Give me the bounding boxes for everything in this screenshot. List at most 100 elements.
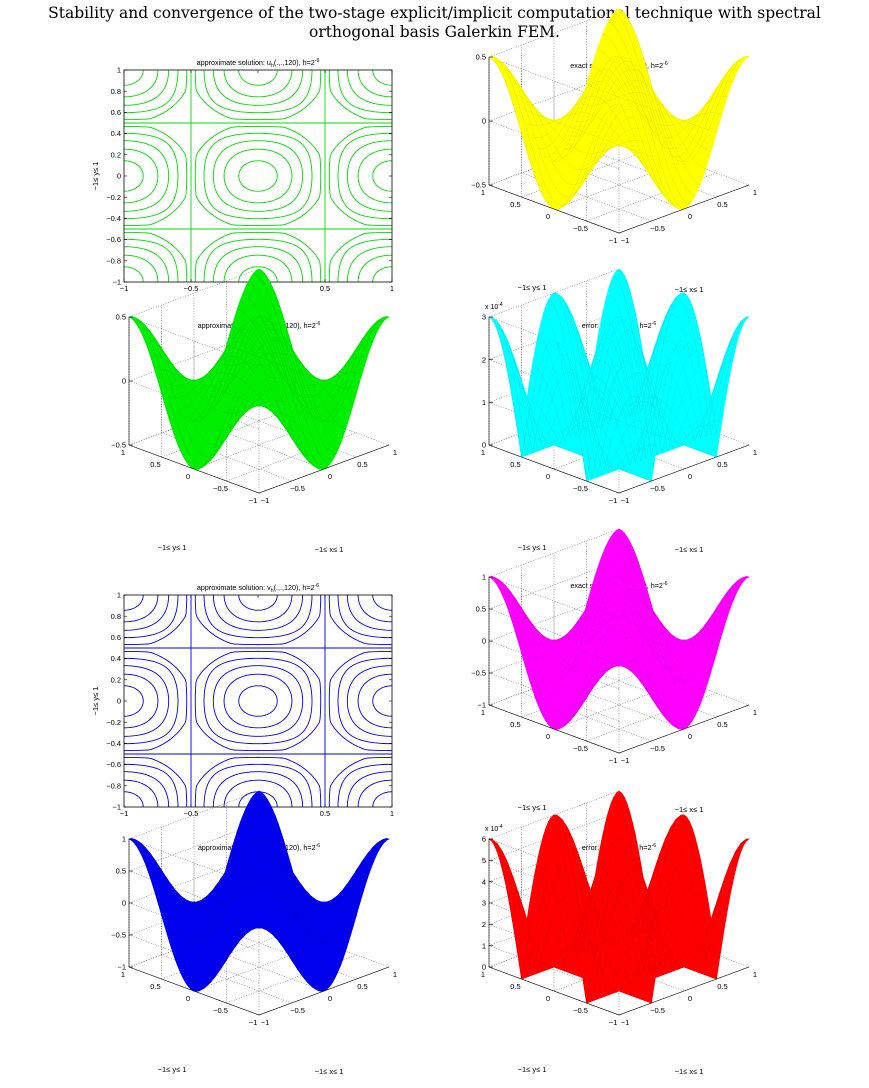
z-tick-label: 3 bbox=[482, 313, 486, 322]
z-tick-label: 3 bbox=[482, 899, 486, 908]
contour-line bbox=[372, 160, 392, 192]
contour-line bbox=[194, 650, 322, 752]
y-axis-label: −1≤ y≤ 1 bbox=[518, 543, 547, 552]
contour-line bbox=[238, 160, 278, 192]
contour-line bbox=[238, 266, 278, 282]
contour-line bbox=[223, 70, 293, 98]
z-tick-label: 1 bbox=[482, 398, 486, 407]
contour-line bbox=[223, 595, 293, 623]
contour-line bbox=[212, 665, 304, 737]
y-tick-label: −1 bbox=[249, 1018, 258, 1027]
y-tick-label: 0 bbox=[117, 172, 121, 181]
x-tick-label: 0.5 bbox=[717, 982, 727, 991]
z-tick-label: 0.5 bbox=[116, 313, 126, 322]
contour-line bbox=[328, 650, 392, 752]
x-tick-label: 1 bbox=[393, 448, 397, 457]
x-tick-label: 0.5 bbox=[357, 982, 367, 991]
contour-line bbox=[357, 673, 392, 729]
z-tick-label: 0.5 bbox=[476, 53, 486, 62]
z-tick-label: 0 bbox=[122, 899, 126, 908]
surface-mesh-lines bbox=[488, 268, 750, 482]
contour-line bbox=[124, 756, 188, 807]
contour-line bbox=[328, 125, 392, 227]
z-tick-label: 6 bbox=[482, 835, 486, 844]
z-tick-label: 4 bbox=[482, 877, 486, 886]
y-tick-label: 1 bbox=[117, 66, 121, 75]
contour-line bbox=[203, 70, 313, 114]
surface-mesh bbox=[128, 790, 390, 992]
y-axis-label: −1≤ y≤ 1 bbox=[91, 687, 100, 716]
x-tick-label: −0.5 bbox=[290, 484, 305, 493]
z-tick-label: −0.5 bbox=[471, 669, 486, 678]
contour-line bbox=[124, 148, 159, 204]
x-tick-label: −0.5 bbox=[650, 224, 665, 233]
contour-line bbox=[124, 650, 188, 752]
surface-mesh-lines bbox=[488, 8, 750, 210]
z-tick-label: 1 bbox=[122, 835, 126, 844]
contour-line bbox=[124, 254, 159, 282]
z-tick-label: −1 bbox=[477, 701, 486, 710]
x-tick-label: −1 bbox=[621, 496, 630, 505]
x-tick-label: 0.5 bbox=[320, 809, 330, 818]
y-axis-label: −1≤ y≤ 1 bbox=[158, 1065, 187, 1074]
y-tick-label: −0.2 bbox=[106, 193, 121, 202]
x-axis-label: −1≤ x≤ 1 bbox=[675, 805, 704, 814]
y-tick-label: 0 bbox=[186, 994, 190, 1003]
y-tick-label: −0.6 bbox=[106, 760, 121, 769]
y-tick-label: 0 bbox=[546, 212, 550, 221]
contour-line bbox=[124, 238, 179, 282]
z-tick-label: 5 bbox=[482, 856, 486, 865]
y-tick-label: −0.8 bbox=[106, 256, 121, 265]
x-tick-label: −0.5 bbox=[184, 284, 199, 293]
y-tick-label: 0.4 bbox=[111, 654, 121, 663]
x-tick-label: 0 bbox=[688, 994, 692, 1003]
z-tick-label: 2 bbox=[482, 355, 486, 364]
contour-line bbox=[124, 791, 144, 807]
surface-mesh bbox=[128, 268, 390, 470]
y-tick-label: 0 bbox=[546, 732, 550, 741]
plot-1-title: approximate solution: uh(.,.,120), h=2-6 bbox=[197, 58, 320, 69]
contour-line bbox=[223, 673, 293, 729]
x-tick-label: −0.5 bbox=[184, 809, 199, 818]
contour-line bbox=[238, 685, 278, 717]
contour-line bbox=[124, 657, 179, 745]
z-tick-label: −0.5 bbox=[111, 441, 126, 450]
plot-5-contour: approximate solution: vh(.,.,120), h=2-6… bbox=[91, 583, 394, 827]
contour-line bbox=[337, 657, 392, 745]
x-tick-label: 1 bbox=[753, 708, 757, 717]
contour-line bbox=[194, 231, 322, 282]
x-tick-label: −1 bbox=[621, 236, 630, 245]
x-tick-label: 0 bbox=[688, 732, 692, 741]
x-tick-label: −0.5 bbox=[650, 484, 665, 493]
z-tick-label: 0 bbox=[482, 441, 486, 450]
contour-line bbox=[203, 132, 313, 220]
z-tick-label: 0 bbox=[482, 117, 486, 126]
contour-line bbox=[124, 140, 170, 212]
y-tick-label: 1 bbox=[121, 448, 125, 457]
contour-line bbox=[124, 70, 159, 98]
contour-line bbox=[194, 70, 322, 121]
y-tick-label: −1 bbox=[609, 1018, 618, 1027]
z-tick-label: −0.5 bbox=[111, 931, 126, 940]
plot-6-surface: exact solution: v(.,.,120), h=2-6−1−0.50… bbox=[471, 528, 757, 814]
contour-line bbox=[194, 125, 322, 227]
y-tick-label: 0.5 bbox=[510, 200, 520, 209]
y-tick-label: −0.4 bbox=[106, 214, 121, 223]
contour-line bbox=[124, 595, 159, 623]
x-axis-label: −1≤ x≤ 1 bbox=[315, 545, 344, 554]
x-tick-label: −0.5 bbox=[290, 1006, 305, 1015]
plot-2-surface: exact solution: u(.,.,120), h=2-6−0.500.… bbox=[471, 8, 757, 294]
z-tick-label: 0 bbox=[482, 637, 486, 646]
contour-line bbox=[194, 756, 322, 807]
contour-line bbox=[124, 125, 188, 227]
x-tick-label: 0 bbox=[688, 212, 692, 221]
contour-line bbox=[203, 763, 313, 807]
y-tick-label: −0.2 bbox=[106, 718, 121, 727]
x-tick-label: 1 bbox=[753, 448, 757, 457]
surface-mesh-lines bbox=[488, 528, 750, 730]
x-axis-label: −1≤ x≤ 1 bbox=[675, 545, 704, 554]
contour-line bbox=[124, 160, 144, 192]
y-tick-label: 0.6 bbox=[111, 108, 121, 117]
contour-line bbox=[124, 595, 188, 646]
